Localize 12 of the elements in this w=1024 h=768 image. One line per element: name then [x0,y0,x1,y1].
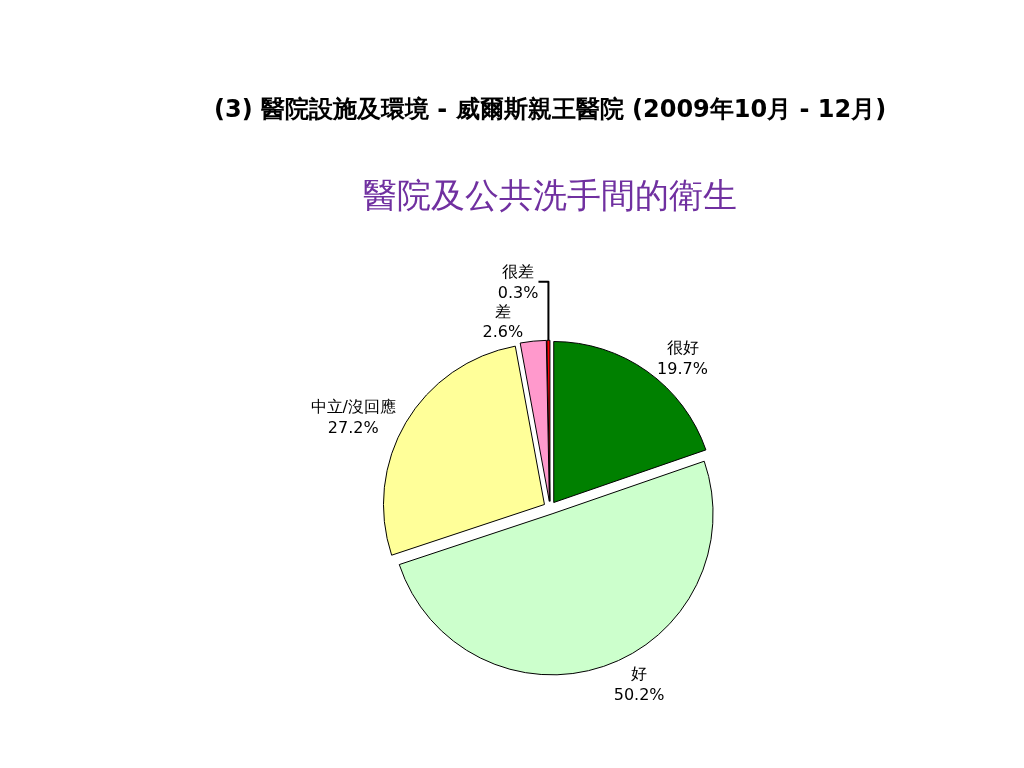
slice-label: 好 [631,664,648,684]
data-label: 19.7% [657,359,708,379]
data-label: 0.3% [497,282,539,302]
slice-label: 差 [494,301,511,321]
data-label: 27.2% [327,418,379,438]
slice-label: 很好 [666,338,699,358]
data-label: 2.6% [482,322,524,342]
slice-label: 中立/沒回應 [310,397,396,417]
data-label: 50.2% [613,685,665,705]
chart-subtitle: 醫院及公共洗手間的衛生 [363,175,737,215]
chart-title: (3) 醫院設施及環境 - 威爾斯親王醫院 (2009年10月 - 12月) [214,95,887,123]
slice-label: 很差 [502,261,535,281]
